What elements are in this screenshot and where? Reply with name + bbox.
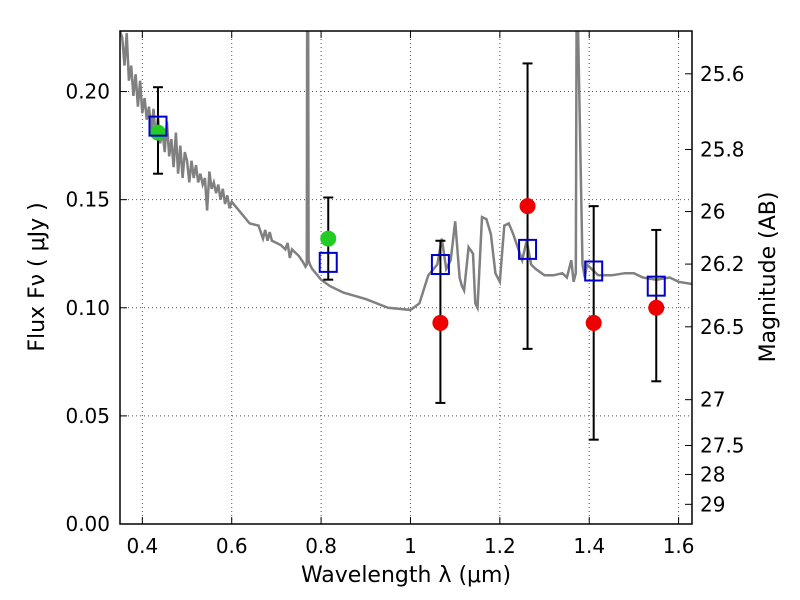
y2-tick-label: 25.8: [700, 137, 745, 161]
grid: [120, 31, 692, 525]
y2-axis-label: Magnitude (AB): [756, 192, 781, 363]
y2-tick-label: 26.5: [700, 315, 745, 339]
y2-tick-label: 26: [700, 200, 725, 224]
blue-square-point: [646, 275, 666, 297]
x-tick-label: 0.8: [305, 534, 337, 558]
blue-square-point: [148, 115, 168, 137]
y-tick-label: 0.05: [65, 404, 110, 428]
red-point: [585, 314, 602, 331]
green-point: [149, 124, 166, 141]
blue-square-point: [584, 260, 604, 282]
y-axis-label: Flux Fν ( μJy ): [25, 202, 50, 351]
error-bars: [152, 62, 662, 441]
y2-tick-label: 27.5: [700, 434, 745, 458]
red-point: [519, 198, 536, 215]
y2-tick-label: 27: [700, 388, 725, 412]
red-point: [432, 314, 449, 331]
blue-square-point: [518, 238, 538, 260]
spectrum-layer: [120, 31, 692, 313]
green-point: [320, 230, 337, 247]
blue-square-point: [318, 251, 338, 273]
x-tick-label: 1.2: [484, 534, 516, 558]
spectrum-line: [120, 31, 692, 313]
y-tick-label: 0.15: [65, 188, 110, 212]
y-tick-label: 0.00: [65, 512, 110, 536]
y2-tick-label: 29: [700, 492, 725, 516]
y-tick-label: 0.20: [65, 80, 110, 104]
x-axis-label: Wavelength λ (μm): [301, 563, 511, 588]
ticks: 0.4 0.6 0.8 1 1.2 1.4 1.6 0.00 0.05 0.10 0.15 0.20 2…: [65, 31, 745, 558]
blue-square-point: [430, 254, 450, 276]
y-tick-label: 0.10: [65, 296, 110, 320]
y2-tick-label: 28: [700, 462, 725, 486]
y2-tick-label: 26.2: [700, 252, 745, 276]
x-tick-label: 1.4: [573, 534, 605, 558]
plot-frame: [119, 30, 693, 525]
markers: [148, 115, 666, 331]
x-tick-label: 1.6: [663, 534, 695, 558]
x-tick-label: 0.4: [126, 534, 158, 558]
x-tick-label: 0.6: [216, 534, 248, 558]
red-point: [648, 299, 665, 316]
x-tick-label: 1: [404, 534, 417, 558]
y2-tick-label: 25.6: [700, 62, 745, 86]
